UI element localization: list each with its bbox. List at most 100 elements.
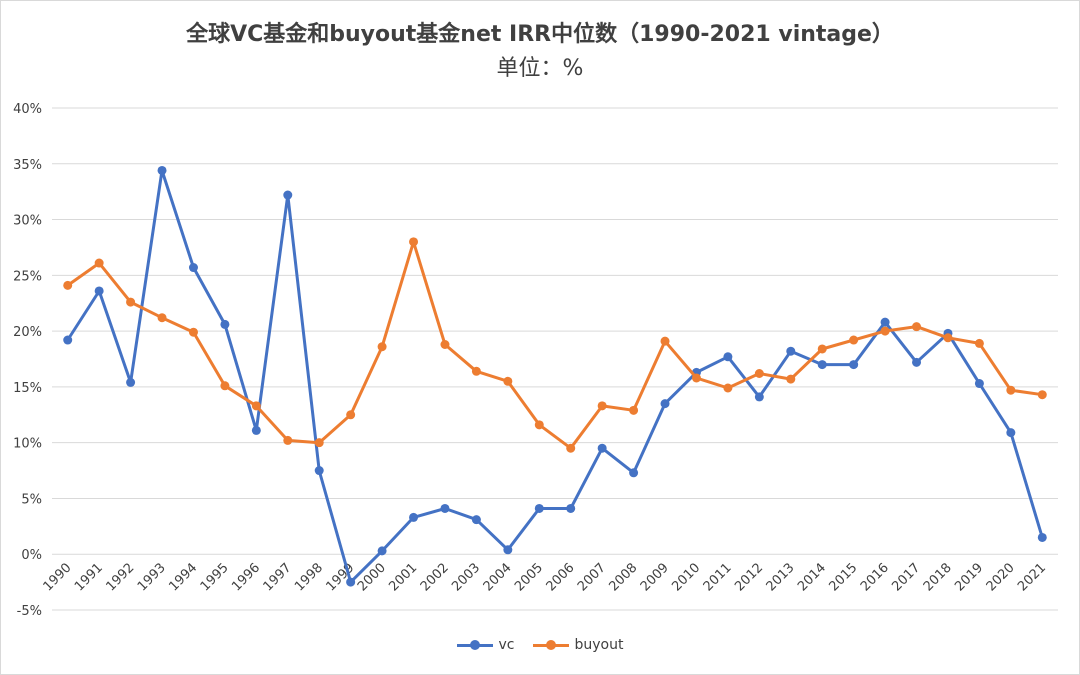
data-point-buyout: [849, 335, 859, 345]
data-point-vc: [660, 399, 670, 409]
x-tick-label: 2004: [481, 560, 515, 594]
y-tick-label: 20%: [13, 325, 42, 340]
data-point-buyout: [63, 280, 73, 290]
x-tick-label: 2003: [449, 560, 483, 594]
x-tick-label: 1999: [323, 560, 357, 594]
data-point-buyout: [974, 338, 984, 348]
data-point-buyout: [912, 322, 922, 332]
data-point-vc: [126, 377, 136, 387]
data-point-vc: [817, 360, 827, 370]
x-tick-label: 1992: [103, 560, 137, 594]
y-tick-label: 35%: [13, 158, 42, 173]
data-point-vc: [786, 346, 796, 356]
series-line-vc: [66, 169, 1044, 584]
x-tick-label: 2006: [544, 560, 578, 594]
data-point-vc: [629, 468, 639, 478]
data-point-buyout: [377, 342, 387, 352]
x-tick-label: 2009: [638, 560, 672, 594]
data-point-buyout: [157, 313, 167, 323]
data-point-buyout: [597, 401, 607, 411]
x-tick-label: 2018: [921, 560, 955, 594]
legend-label-buyout: buyout: [574, 637, 624, 653]
data-point-buyout: [566, 443, 576, 453]
y-tick-label: 30%: [13, 214, 42, 229]
data-point-vc: [880, 317, 890, 327]
data-point-buyout: [1006, 385, 1016, 395]
x-tick-label: 2016: [858, 560, 892, 594]
y-tick-label: -5%: [17, 604, 42, 619]
data-point-buyout: [251, 401, 261, 411]
x-tick-label: 1990: [41, 560, 75, 594]
data-point-vc: [566, 503, 576, 513]
data-point-buyout: [629, 405, 639, 415]
y-tick-label: 15%: [13, 381, 42, 396]
data-point-buyout: [283, 435, 293, 445]
legend-item-buyout: buyout: [532, 637, 624, 653]
chart-subtitle: 单位：%: [496, 56, 584, 81]
data-point-buyout: [723, 383, 733, 393]
x-tick-label: 2011: [701, 560, 735, 594]
data-point-vc: [94, 286, 104, 296]
data-point-vc: [283, 190, 293, 200]
x-tick-label: 2000: [355, 560, 389, 594]
y-tick-label: 0%: [21, 548, 42, 563]
data-point-vc: [251, 425, 261, 435]
x-tick-label: 1993: [135, 560, 169, 594]
data-point-buyout: [503, 376, 513, 386]
y-tick-label: 40%: [13, 102, 42, 117]
data-point-vc: [188, 263, 198, 273]
chart-legend: vc buyout: [0, 637, 1080, 653]
data-point-buyout: [691, 373, 701, 383]
data-point-vc: [754, 392, 764, 402]
data-point-buyout: [220, 381, 230, 391]
data-point-buyout: [786, 374, 796, 384]
legend-swatch-vc: [456, 638, 493, 652]
data-point-buyout: [346, 410, 356, 420]
legend-swatch-buyout: [532, 638, 569, 652]
data-point-vc: [377, 546, 387, 556]
data-point-vc: [849, 360, 859, 370]
x-tick-label: 2021: [1015, 560, 1049, 594]
data-point-vc: [471, 515, 481, 525]
x-tick-label: 2020: [984, 560, 1018, 594]
data-point-vc: [440, 503, 450, 513]
x-tick-label: 1997: [261, 560, 295, 594]
series-line-buyout: [66, 240, 1044, 450]
x-tick-label: 1998: [292, 560, 326, 594]
x-tick-label: 1996: [229, 560, 263, 594]
data-point-buyout: [1037, 390, 1047, 400]
x-tick-label: 2005: [512, 560, 546, 594]
x-tick-label: 1995: [198, 560, 232, 594]
legend-label-vc: vc: [498, 637, 515, 653]
x-tick-label: 2012: [732, 560, 766, 594]
data-point-buyout: [817, 344, 827, 354]
data-point-buyout: [534, 420, 544, 430]
data-point-vc: [1006, 428, 1016, 438]
y-tick-label: 25%: [13, 269, 42, 284]
y-tick-label: 10%: [13, 437, 42, 452]
x-tick-label: 2007: [575, 560, 609, 594]
data-point-vc: [409, 512, 419, 522]
data-point-vc: [1037, 532, 1047, 542]
data-point-buyout: [880, 326, 890, 336]
data-point-vc: [912, 357, 922, 367]
data-point-buyout: [188, 327, 198, 337]
x-tick-label: 2013: [764, 560, 798, 594]
legend-item-vc: vc: [456, 637, 515, 653]
data-point-buyout: [314, 438, 324, 448]
x-tick-label: 2002: [418, 560, 452, 594]
data-point-vc: [974, 379, 984, 389]
y-tick-label: 5%: [21, 492, 42, 507]
x-tick-label: 2010: [669, 560, 703, 594]
data-point-buyout: [409, 237, 419, 247]
data-point-vc: [503, 545, 513, 555]
data-point-vc: [723, 352, 733, 362]
data-point-buyout: [440, 339, 450, 349]
data-point-buyout: [94, 258, 104, 268]
data-point-vc: [157, 165, 167, 175]
x-tick-label: 2014: [795, 560, 829, 594]
data-point-buyout: [943, 333, 953, 343]
x-tick-label: 1994: [166, 560, 200, 594]
